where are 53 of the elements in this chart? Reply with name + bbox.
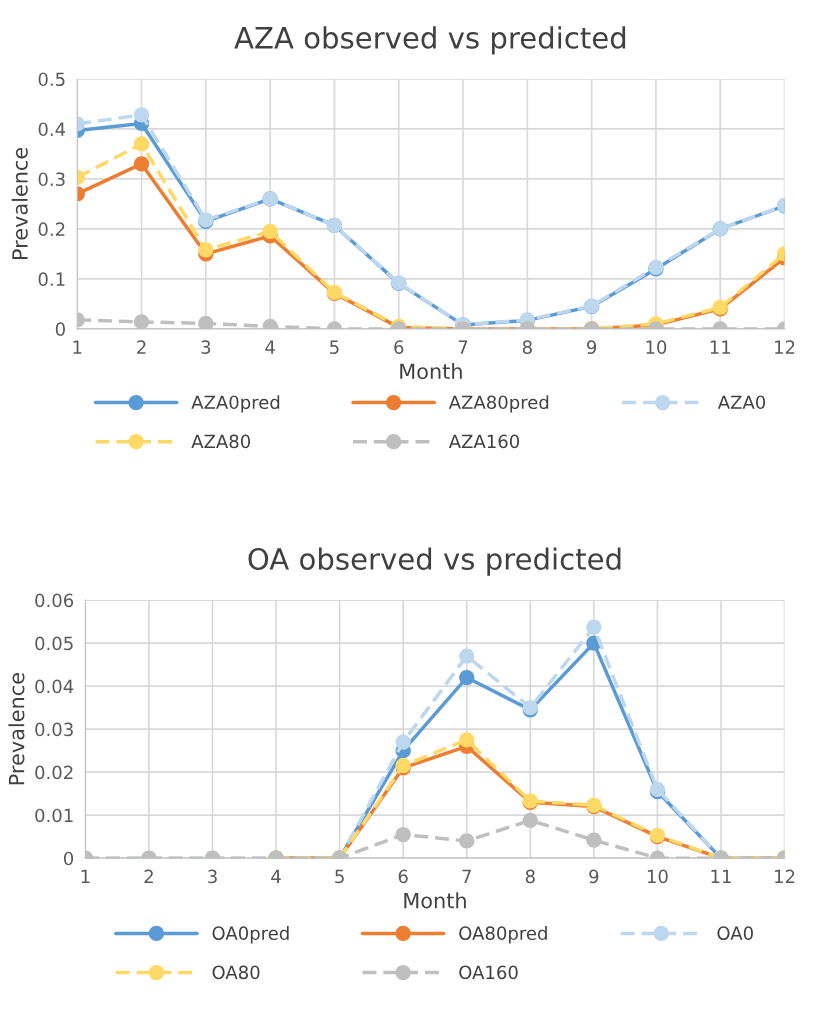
x-tick-label: 9 bbox=[587, 340, 597, 354]
x-tick-label: 4 bbox=[271, 869, 281, 884]
x-tick-label: 11 bbox=[711, 869, 731, 884]
x-tick-label: 8 bbox=[522, 340, 532, 354]
y-tick-label: 0.2 bbox=[38, 222, 65, 237]
legend-label: AZA80 bbox=[191, 434, 251, 449]
legend-label: AZA0 bbox=[717, 395, 766, 410]
x-tick-label: 7 bbox=[462, 869, 471, 884]
x-tick-label: 2 bbox=[144, 869, 153, 884]
x-tick-label: 11 bbox=[710, 340, 731, 354]
y-tick-label: 0 bbox=[63, 851, 74, 866]
y-axis-title: Prevalence bbox=[11, 147, 28, 260]
y-axis-title: Prevalence bbox=[8, 673, 25, 785]
legend-label: AZA0pred bbox=[191, 395, 280, 413]
x-tick-label: 5 bbox=[330, 340, 339, 354]
x-tick-label: 12 bbox=[775, 869, 795, 884]
legend-label: AZA160 bbox=[448, 434, 520, 449]
x-tick-label: 7 bbox=[458, 340, 468, 354]
legend-label: OA80 bbox=[212, 965, 260, 980]
legend-label: OA160 bbox=[459, 965, 518, 980]
legend-label: OA0pred bbox=[212, 926, 289, 944]
x-tick-label: 6 bbox=[398, 869, 408, 884]
legend-label: AZA80pred bbox=[448, 395, 549, 413]
x-tick-label: 12 bbox=[775, 340, 795, 354]
x-tick-label: 3 bbox=[201, 340, 211, 354]
x-tick-label: 9 bbox=[589, 869, 599, 884]
x-tick-label: 6 bbox=[394, 340, 404, 354]
x-tick-label: 5 bbox=[335, 869, 344, 884]
x-tick-label: 3 bbox=[208, 869, 217, 884]
legend-label: OA80pred bbox=[459, 926, 547, 944]
x-axis-title: Month bbox=[404, 892, 466, 909]
y-tick-label: 0.1 bbox=[38, 272, 65, 287]
y-tick-label: 0.3 bbox=[38, 172, 65, 187]
chart-title: OA observed vs predicted bbox=[248, 547, 621, 576]
x-tick-label: 1 bbox=[81, 869, 90, 884]
y-tick-label: 0.4 bbox=[38, 122, 66, 137]
y-tick-label: 0.01 bbox=[35, 808, 73, 823]
y-tick-label: 0 bbox=[55, 322, 65, 337]
x-tick-label: 4 bbox=[265, 340, 275, 354]
x-tick-label: 1 bbox=[73, 340, 82, 354]
y-tick-label: 0.02 bbox=[35, 765, 73, 780]
x-tick-label: 10 bbox=[647, 869, 668, 884]
y-tick-label: 0.05 bbox=[35, 636, 73, 651]
y-tick-label: 0.06 bbox=[35, 593, 74, 608]
chart-title: AZA observed vs predicted bbox=[234, 26, 626, 55]
x-tick-label: 2 bbox=[137, 340, 146, 354]
x-tick-label: 10 bbox=[646, 340, 667, 354]
legend-label: OA0 bbox=[717, 926, 753, 941]
y-tick-label: 0.5 bbox=[38, 72, 65, 87]
x-tick-label: 8 bbox=[525, 869, 535, 884]
y-tick-label: 0.04 bbox=[35, 679, 74, 694]
x-axis-title: Month bbox=[400, 363, 462, 380]
y-tick-label: 0.03 bbox=[35, 722, 73, 737]
